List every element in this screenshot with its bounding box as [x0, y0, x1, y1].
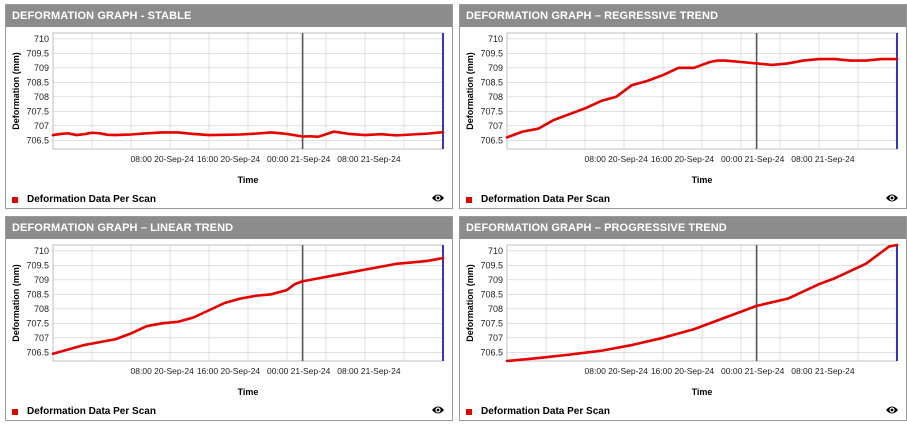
legend-swatch — [12, 408, 18, 415]
legend-label: Deformation Data Per Scan — [27, 194, 156, 205]
x-tick-label: 16:00 20-Sep-24 — [197, 154, 261, 164]
y-tick-label: 710 — [488, 246, 503, 256]
series-line — [51, 130, 445, 139]
chart-plot: 710 709.5 709 708.5 708 707.5 707 706.5 08:00 20… — [465, 32, 899, 185]
y-tick-label: 709 — [488, 63, 503, 73]
series-line — [505, 57, 899, 139]
x-tick-label: 08:00 20-Sep-24 — [585, 154, 649, 164]
y-tick-label: 709.5 — [26, 260, 49, 270]
x-tick-label: 08:00 20-Sep-24 — [131, 154, 195, 164]
chart-title: DEFORMATION GRAPH – PROGRESSIVE TREND — [460, 217, 906, 239]
y-tick-label: 707.5 — [26, 106, 49, 116]
legend: Deformation Data Per Scan — [466, 406, 610, 417]
chart-title: DEFORMATION GRAPH – LINEAR TREND — [6, 217, 452, 239]
y-tick-label: 709.5 — [26, 48, 49, 58]
y-tick-label: 709 — [34, 63, 49, 73]
y-tick-label: 709.5 — [480, 260, 503, 270]
x-tick-label: 08:00 21-Sep-24 — [337, 154, 401, 164]
legend-swatch — [12, 196, 18, 203]
y-tick-label: 710 — [34, 34, 49, 44]
y-tick-label: 710 — [34, 246, 49, 256]
legend-swatch — [466, 196, 472, 203]
y-tick-label: 708.5 — [480, 289, 503, 299]
y-tick-label: 706.5 — [26, 135, 49, 145]
chart-panel-progressive: DEFORMATION GRAPH – PROGRESSIVE TREND 71… — [459, 216, 907, 421]
x-tick-label: 16:00 20-Sep-24 — [197, 366, 261, 376]
x-tick-label: 00:00 21-Sep-24 — [721, 154, 785, 164]
legend-label: Deformation Data Per Scan — [481, 406, 610, 417]
y-tick-label: 707 — [34, 333, 49, 343]
x-tick-label: 00:00 21-Sep-24 — [267, 154, 331, 164]
y-tick-label: 708 — [488, 92, 503, 102]
y-tick-label: 709.5 — [480, 48, 503, 58]
legend-swatch — [466, 408, 472, 415]
x-tick-label: 08:00 20-Sep-24 — [131, 366, 195, 376]
chart-plot: 710 709.5 709 708.5 708 707.5 707 706.5 08:00 20… — [11, 32, 445, 185]
series-line — [505, 243, 899, 363]
y-tick-label: 707.5 — [480, 106, 503, 116]
y-tick-label: 710 — [488, 34, 503, 44]
eye-icon[interactable] — [885, 192, 899, 204]
y-tick-label: 708.5 — [26, 77, 49, 87]
legend-label: Deformation Data Per Scan — [481, 194, 610, 205]
y-tick-label: 708 — [34, 304, 49, 314]
eye-icon[interactable] — [431, 192, 445, 204]
series-line — [51, 256, 445, 356]
y-tick-label: 709 — [488, 275, 503, 285]
y-tick-label: 706.5 — [480, 135, 503, 145]
x-axis-title: Time — [238, 175, 259, 185]
eye-icon[interactable] — [431, 404, 445, 416]
y-tick-label: 707 — [488, 121, 503, 131]
legend: Deformation Data Per Scan — [466, 194, 610, 205]
legend: Deformation Data Per Scan — [12, 406, 156, 417]
x-axis-title: Time — [238, 387, 259, 397]
x-tick-label: 08:00 21-Sep-24 — [337, 366, 401, 376]
y-tick-label: 708.5 — [480, 77, 503, 87]
x-axis-title: Time — [692, 387, 713, 397]
chart-plot: 710 709.5 709 708.5 708 707.5 707 706.5 08:00 20… — [11, 244, 445, 397]
eye-icon[interactable] — [885, 404, 899, 416]
y-tick-label: 708.5 — [26, 289, 49, 299]
y-tick-label: 707.5 — [480, 318, 503, 328]
x-tick-label: 16:00 20-Sep-24 — [651, 154, 715, 164]
legend: Deformation Data Per Scan — [12, 194, 156, 205]
x-tick-label: 08:00 21-Sep-24 — [791, 154, 855, 164]
x-tick-label: 00:00 21-Sep-24 — [267, 366, 331, 376]
chart-panel-stable: DEFORMATION GRAPH - STABLE 710 709.5 709 70… — [5, 4, 453, 209]
x-tick-label: 16:00 20-Sep-24 — [651, 366, 715, 376]
y-tick-label: 709 — [34, 275, 49, 285]
y-tick-label: 707 — [34, 121, 49, 131]
y-tick-label: 706.5 — [26, 347, 49, 357]
chart-panel-linear: DEFORMATION GRAPH – LINEAR TREND 710 709.… — [5, 216, 453, 421]
y-axis-title: Deformation (mm) — [465, 52, 475, 130]
chart-title: DEFORMATION GRAPH - STABLE — [6, 5, 452, 27]
legend-label: Deformation Data Per Scan — [27, 406, 156, 417]
y-tick-label: 708 — [34, 92, 49, 102]
chart-plot: 710 709.5 709 708.5 708 707.5 707 706.5 08:00 20… — [465, 243, 899, 397]
x-tick-label: 00:00 21-Sep-24 — [721, 366, 785, 376]
chart-panel-regressive: DEFORMATION GRAPH – REGRESSIVE TREND 710… — [459, 4, 907, 209]
x-tick-label: 08:00 21-Sep-24 — [791, 366, 855, 376]
y-axis-title: Deformation (mm) — [11, 52, 21, 130]
y-axis-title: Deformation (mm) — [465, 264, 475, 342]
chart-title: DEFORMATION GRAPH – REGRESSIVE TREND — [460, 5, 906, 27]
y-tick-label: 706.5 — [480, 347, 503, 357]
y-tick-label: 707.5 — [26, 318, 49, 328]
y-tick-label: 708 — [488, 304, 503, 314]
x-axis-title: Time — [692, 175, 713, 185]
y-axis-title: Deformation (mm) — [11, 264, 21, 342]
y-tick-label: 707 — [488, 333, 503, 343]
x-tick-label: 08:00 20-Sep-24 — [585, 366, 649, 376]
